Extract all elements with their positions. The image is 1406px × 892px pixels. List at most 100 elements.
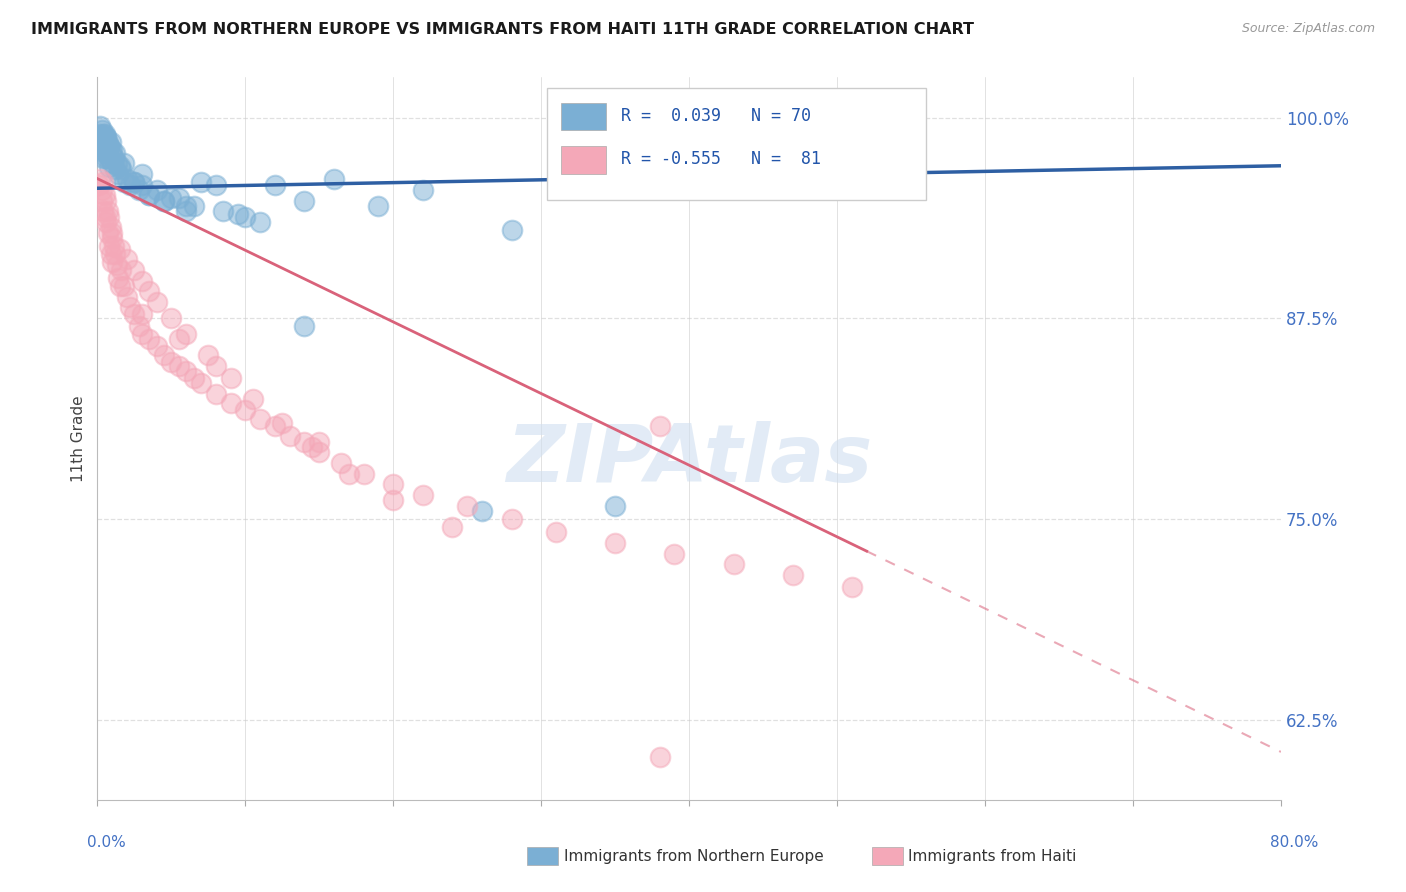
Point [197,348,219,362]
Point [98,239,121,253]
Point [100,219,122,234]
Point [90,135,112,149]
Point [160,354,183,368]
Point [112,155,135,169]
Point [91,203,114,218]
Point [153,194,176,208]
Point [723,557,745,571]
Point [101,226,124,240]
Point [648,749,671,764]
Point [107,271,129,285]
Text: R =  0.039   N = 70: R = 0.039 N = 70 [620,107,810,125]
Point [103,151,125,165]
Point [110,263,132,277]
Point [153,194,176,208]
Text: 0.0%: 0.0% [87,836,127,850]
Point [294,319,316,334]
Point [94,127,117,141]
Point [97,136,120,151]
Text: R = -0.555   N =  81: R = -0.555 N = 81 [620,150,821,168]
Point [91,151,114,165]
Point [308,444,330,458]
Point [367,199,389,213]
Point [112,175,135,189]
Text: IMMIGRANTS FROM NORTHERN EUROPE VS IMMIGRANTS FROM HAITI 11TH GRADE CORRELATION : IMMIGRANTS FROM NORTHERN EUROPE VS IMMIG… [31,22,974,37]
Point [124,263,146,277]
Point [96,215,118,229]
Point [91,129,114,144]
Point [91,137,114,152]
Point [97,226,120,240]
Point [97,145,120,160]
Point [128,319,150,334]
Point [98,161,121,175]
Point [664,548,686,562]
Point [160,191,183,205]
Point [501,512,523,526]
Point [131,167,153,181]
Point [118,300,141,314]
Point [174,364,197,378]
Point [323,171,346,186]
Point [167,359,190,374]
Point [264,178,287,192]
Point [108,279,131,293]
Point [90,123,112,137]
Point [94,187,117,202]
Point [183,370,205,384]
Point [98,210,121,224]
Point [94,145,117,160]
Point [278,428,301,442]
Point [841,580,863,594]
Point [204,359,226,374]
Point [249,412,271,426]
Point [101,231,124,245]
Point [501,223,523,237]
Point [153,348,176,362]
Point [544,524,567,539]
Point [145,295,167,310]
FancyBboxPatch shape [561,103,606,130]
Point [174,199,197,213]
FancyBboxPatch shape [547,88,927,201]
Point [212,203,235,218]
Point [128,183,150,197]
Point [605,499,627,513]
Point [100,247,122,261]
Point [87,178,110,192]
Point [471,504,494,518]
Point [104,247,127,261]
Point [105,258,128,272]
Point [301,440,323,454]
Point [648,418,671,433]
Point [233,402,256,417]
Text: Immigrants from Northern Europe: Immigrants from Northern Europe [564,849,824,863]
Point [219,370,242,384]
Point [294,194,316,208]
FancyBboxPatch shape [561,146,606,174]
Point [124,306,146,320]
Point [264,418,287,433]
Point [131,327,153,342]
Point [100,145,122,160]
Point [87,127,110,141]
Point [112,279,135,293]
Point [104,145,127,160]
Point [91,127,114,141]
Point [226,207,249,221]
Point [353,467,375,481]
Point [96,139,118,153]
Point [110,161,132,176]
Point [160,311,183,326]
Point [90,183,112,197]
Point [100,135,122,149]
Point [412,488,434,502]
Point [98,139,121,153]
Point [96,129,118,144]
Point [167,191,190,205]
Point [330,456,353,470]
Point [138,187,160,202]
Text: Immigrants from Haiti: Immigrants from Haiti [908,849,1077,863]
Point [707,175,730,189]
Point [382,476,405,491]
